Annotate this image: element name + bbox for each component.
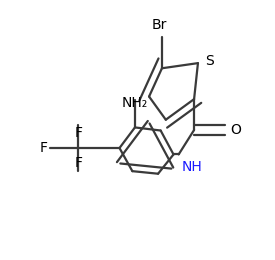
Text: S: S <box>205 54 214 68</box>
Text: Br: Br <box>152 18 167 32</box>
Text: F: F <box>40 141 48 155</box>
Text: F: F <box>74 126 82 140</box>
Text: NH₂: NH₂ <box>122 96 148 110</box>
Text: F: F <box>74 156 82 170</box>
Text: NH: NH <box>182 160 203 174</box>
Text: O: O <box>230 123 241 137</box>
